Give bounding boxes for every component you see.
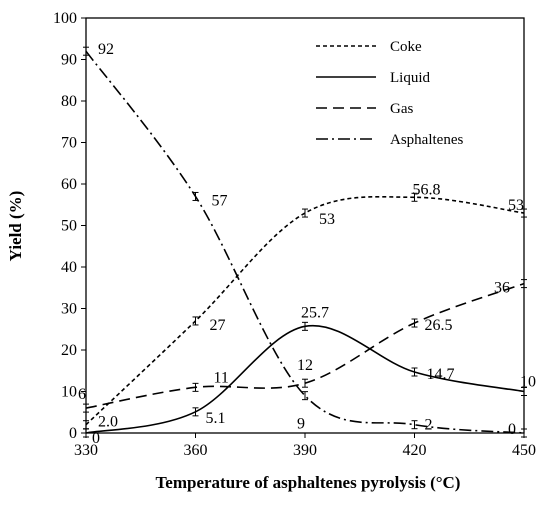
data-point-liquid [521,387,527,396]
y-tick-label: 30 [61,301,77,318]
data-point-coke [302,208,308,218]
data-point-asphaltenes [302,391,308,401]
data-point-gas [302,378,308,388]
y-tick-label: 40 [61,259,77,276]
data-point-gas [83,403,89,413]
legend-label-gas: Gas [390,101,413,117]
y-tick-label: 60 [61,176,77,193]
y-tick-label: 80 [61,93,77,110]
data-point-gas [521,279,527,289]
data-label-coke: 53 [508,197,524,214]
data-point-asphaltenes [521,428,527,438]
data-label-liquid: 14.7 [427,366,455,383]
data-label-liquid: 0 [92,430,100,447]
data-label-liquid: 25.7 [301,304,329,321]
data-label-gas: 26.5 [425,317,453,334]
data-point-gas [192,382,199,392]
series-line-gas [85,282,525,409]
data-point-liquid [411,367,418,377]
data-point-coke [192,316,199,326]
data-label-gas: 6 [78,386,86,403]
series-lines [85,50,525,434]
y-tick-label: 50 [61,218,77,235]
data-point-liquid [83,428,89,438]
data-label-asphaltenes: 9 [297,416,305,433]
series-line-asphaltenes [85,50,525,434]
data-label-liquid: 5.1 [206,410,226,427]
x-tick-label: 450 [512,442,536,459]
data-point-asphaltenes [192,191,199,201]
series-line-coke [85,196,525,426]
data-point-coke [411,192,418,202]
y-axis-label: Yield (%) [6,191,25,262]
y-tick-label: 100 [53,10,77,27]
x-tick-label: 420 [403,442,427,459]
data-label-gas: 11 [214,369,229,386]
y-tick-label: 20 [61,342,77,359]
legend-label-asphaltenes: Asphaltenes [390,132,463,148]
x-tick-label: 390 [293,442,317,459]
legend: Coke Liquid Gas Asphaltenes [316,39,463,148]
data-label-asphaltenes: 2 [425,417,433,434]
data-label-asphaltenes: 0 [508,421,516,438]
y-tick-label: 70 [61,135,77,152]
data-label-gas: 12 [297,357,313,374]
data-label-gas: 36 [494,280,510,297]
data-point-asphaltenes [83,46,89,56]
data-label-coke: 56.8 [413,181,441,198]
data-points [83,46,527,438]
data-label-liquid: 10 [520,374,536,391]
legend-label-liquid: Liquid [390,70,430,86]
data-label-asphaltenes: 57 [212,192,228,209]
x-tick-label: 360 [184,442,208,459]
data-point-asphaltenes [411,420,418,430]
x-axis-label: Temperature of asphaltenes pyrolysis (°C… [156,473,461,492]
data-point-liquid [192,407,199,417]
data-label-coke: 2.0 [98,414,118,431]
y-tick-label: 90 [61,52,77,69]
data-label-asphaltenes: 92 [98,41,114,58]
data-point-coke [521,208,527,218]
y-tick-label: 10 [61,384,77,401]
y-tick-label: 0 [69,425,77,442]
legend-label-coke: Coke [390,39,422,55]
data-point-liquid [302,321,308,331]
data-point-gas [411,318,418,328]
x-tick-label: 330 [74,442,98,459]
data-label-coke: 27 [210,317,226,334]
data-label-coke: 53 [319,211,335,228]
